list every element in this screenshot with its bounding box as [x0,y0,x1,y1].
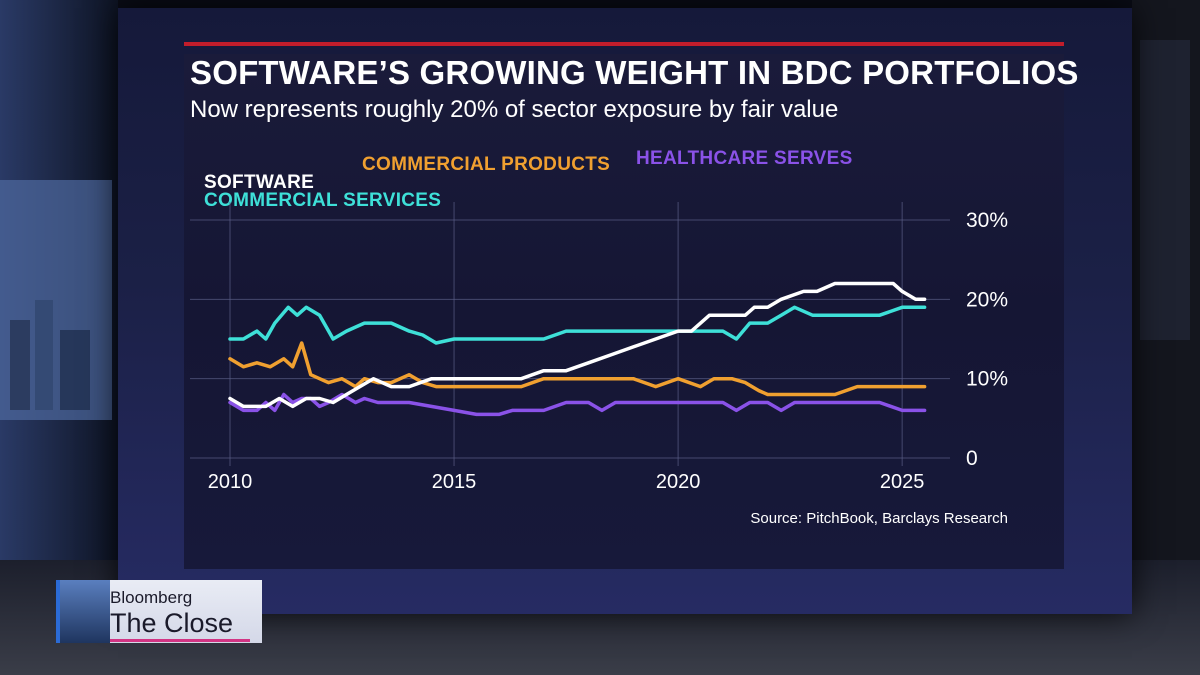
grid-lines [190,202,950,466]
show-underline [110,639,250,642]
show-lower-third: Bloomberg The Close [56,580,262,643]
chart-panel [184,54,1064,569]
line-chart: 2010 2015 2020 2025 30% 20% 10% 0 [190,202,1008,493]
chart-subtitle: Now represents roughly 20% of sector exp… [190,96,839,123]
series-line-commercial-products [228,341,927,397]
show-name: The Close [110,608,234,638]
series-line-healthcare-serves [228,392,927,417]
legend-commercial-services: COMMERCIAL SERVICES [204,190,442,211]
x-tick-label: 2015 [432,471,477,493]
title-accent-bar [184,42,1064,46]
y-tick-label: 0 [966,447,978,470]
x-tick-label: 2010 [208,471,253,493]
legend-healthcare-serves: HEALTHCARE SERVES [636,148,853,169]
series-line-commercial-services [228,305,927,345]
series-line-software [228,281,927,409]
x-tick-label: 2025 [880,471,925,493]
video-wall: SOFTWARE’S GROWING WEIGHT IN BDC PORTFOL… [118,8,1132,614]
legend-software: SOFTWARE [204,172,315,193]
y-tick-label: 10% [966,368,1008,391]
y-tick-label: 20% [966,288,1008,311]
y-tick-label: 30% [966,209,1008,232]
chart-title: SOFTWARE’S GROWING WEIGHT IN BDC PORTFOL… [190,54,1079,91]
x-axis-ticks: 2010 2015 2020 2025 [208,471,925,493]
brand-name: Bloomberg [110,588,193,607]
y-axis-ticks: 30% 20% 10% 0 [966,209,1008,470]
x-tick-label: 2020 [656,471,701,493]
series-lines [228,281,927,417]
chart-source: Source: PitchBook, Barclays Research [750,510,1008,527]
legend-commercial-products: COMMERCIAL PRODUCTS [362,154,611,175]
skyline-icon [60,580,110,643]
